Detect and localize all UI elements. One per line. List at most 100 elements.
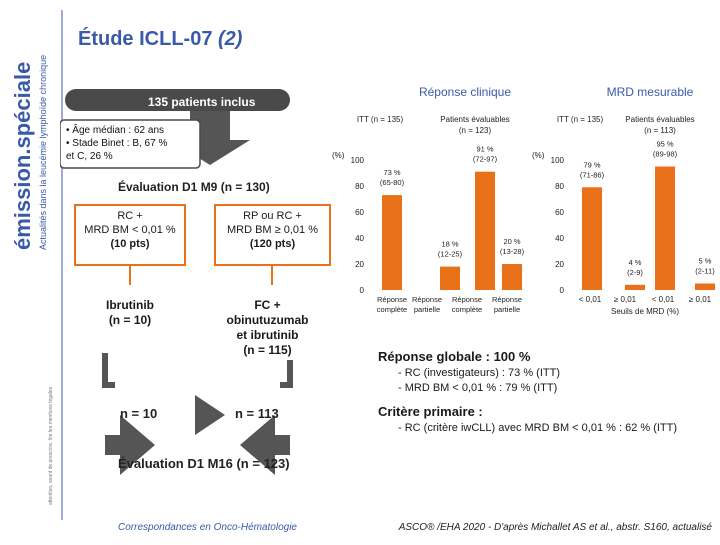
chart-data-label: 20 % [503,237,520,246]
chart-ytick: 80 [555,182,564,191]
page-title: Étude ICLL-07 (2) [78,28,242,51]
chart-group-label: (n = 123) [459,126,492,135]
title-italic: (2) [218,28,243,50]
sidebar-disclaimer: attention, avant de prescrire, lire les … [48,386,54,505]
chart-data-label: 4 % [629,258,642,267]
chart-title: MRD mesurable [607,85,694,99]
chart-group-label: (n = 113) [644,126,676,135]
chart-ytick: 40 [355,234,364,243]
chart-ytick: 80 [355,182,364,191]
flow-diagram [60,89,331,475]
chart-data-label: (2-9) [627,268,643,277]
chart-bar [382,195,402,290]
demographics-age: • Âge médian : 62 ans [66,125,165,136]
chart-ytick: 0 [560,286,565,295]
box-left-l2: MRD BM < 0,01 % [84,224,176,236]
chart-xtick: < 0,01 [652,295,675,304]
chart-data-label: 73 % [383,168,400,177]
chart-xtick: Réponse [452,295,482,304]
eval-m16: Évaluation D1 M16 (n = 123) [118,456,290,471]
box-right-l1: RP ou RC + [243,210,302,222]
demographics-binet: • Stade Binet : B, 67 % [66,138,168,149]
chart-xtick: partielle [494,305,520,314]
box-right-l3: (120 pts) [249,238,296,250]
chart-ylabel: (%) [332,151,345,160]
footer-journal: Correspondances en Onco-Hématologie [118,522,297,533]
chart-ytick: 100 [551,156,565,165]
demographics-binet-c: et C, 26 % [66,151,113,162]
chart-bar [625,284,645,290]
arm-left-l1: Ibrutinib [106,298,154,312]
result-rc: - RC (investigateurs) : 73 % (ITT) [398,367,560,379]
arm-right-l3: et ibrutinib [236,328,299,342]
chart-title: Réponse clinique [419,85,511,99]
sidebar: émission.spéciale Actualités dans la leu… [0,0,66,540]
chart-reponse-clinique: Réponse clinique ITT (n = 135) Patients év… [330,80,540,325]
chart-data-label: (71-86) [580,170,605,179]
chart-mrd: MRD mesurable ITT (n = 135) Patients évalu… [530,80,720,325]
chart-ytick: 60 [555,208,564,217]
down-arrow-2 [105,415,155,475]
arm-right-l1: FC + [254,298,281,312]
chart-data-label: (12-25) [438,250,463,259]
sidebar-brand-graphic: émission.spéciale Actualités dans la leu… [10,10,63,520]
footer-reference: ASCO® /EHA 2020 - D'après Michallet AS e… [398,522,712,533]
chart-bar [440,266,460,290]
chart-xtick: ≥ 0,01 [614,295,637,304]
arm-right-l4: (n = 115) [243,343,292,357]
chart-bar [475,171,495,290]
down-arrow-3 [240,415,290,475]
patients-label: 135 patients inclus [148,95,256,109]
chart-bar [502,264,522,290]
chart-data-label: 91 % [476,145,493,154]
chart-xtick: partielle [414,305,440,314]
sidebar-brand: émission.spéciale [10,62,35,250]
title-main: Étude ICLL-07 [78,28,219,50]
chart-ytick: 20 [555,260,564,269]
chart-data-label: 5 % [699,257,712,266]
chart-ytick: 20 [355,260,364,269]
arm-right-l2: obinutuzumab [226,313,309,327]
chart-data-label: (2-11) [695,267,715,276]
chart-group-label: Patients évaluables [440,115,509,124]
box-mrd-low-text: RC + MRD BM < 0,01 % (10 pts) [75,209,185,251]
chart-data-label: 95 % [656,140,673,149]
chart-ytick: 100 [351,156,365,165]
chart-xtick: Réponse [377,295,407,304]
chart-ytick: 0 [360,286,365,295]
demographics-box [60,119,201,169]
result-primary-desc: - RC (critère iwCLL) avec MRD BM < 0,01 … [398,422,678,434]
chart-data-label: 79 % [583,160,600,169]
patients-ribbon [65,89,290,111]
box-mrd-high [214,204,331,266]
chart-xtick: ≥ 0,01 [689,295,712,304]
chart-data-label: (65-80) [380,178,405,187]
box-mrd-high-text: RP ou RC + MRD BM ≥ 0,01 % (120 pts) [215,209,330,251]
n-left: n = 10 [120,406,158,421]
result-primary: Critère primaire : [378,404,483,419]
chart-ytick: 60 [355,208,364,217]
chart-group-label: ITT (n = 135) [557,115,604,124]
results-block-2: Critère primaire : - RC (critère iwCLL) … [378,404,677,436]
chart-data-label: (72-97) [473,155,498,164]
box-left-l1: RC + [117,210,143,222]
chart-data-label: (89-98) [653,150,678,159]
chart-xtick: complète [377,305,407,314]
arm-ibrutinib: Ibrutinib (n = 10) [80,298,180,328]
chart-xtick: Réponse [492,295,522,304]
chart-data-label: (13-28) [500,247,525,256]
chart-bar [695,283,715,290]
n-right: n = 113 [235,406,279,421]
result-mrd: - MRD BM < 0,01 % : 79 % (ITT) [398,382,558,394]
chart-xtick: Réponse [412,295,442,304]
sidebar-tagline: Actualités dans la leucémie lymphoïde ch… [38,55,48,250]
arm-left-l2: (n = 10) [108,313,152,327]
arm-fci: FC + obinutuzumab et ibrutinib (n = 115) [210,298,325,358]
chart-ylabel: (%) [532,151,545,160]
eval-m9: Évaluation D1 M9 (n = 130) [118,180,270,194]
chart-bar [582,187,602,290]
chart-xlabel: Seuils de MRD (%) [611,307,679,316]
chart-data-label: 18 % [441,240,458,249]
results-block-1: Réponse globale : 100 % - RC (investigat… [378,349,560,396]
chart-group-label: ITT (n = 135) [357,115,404,124]
